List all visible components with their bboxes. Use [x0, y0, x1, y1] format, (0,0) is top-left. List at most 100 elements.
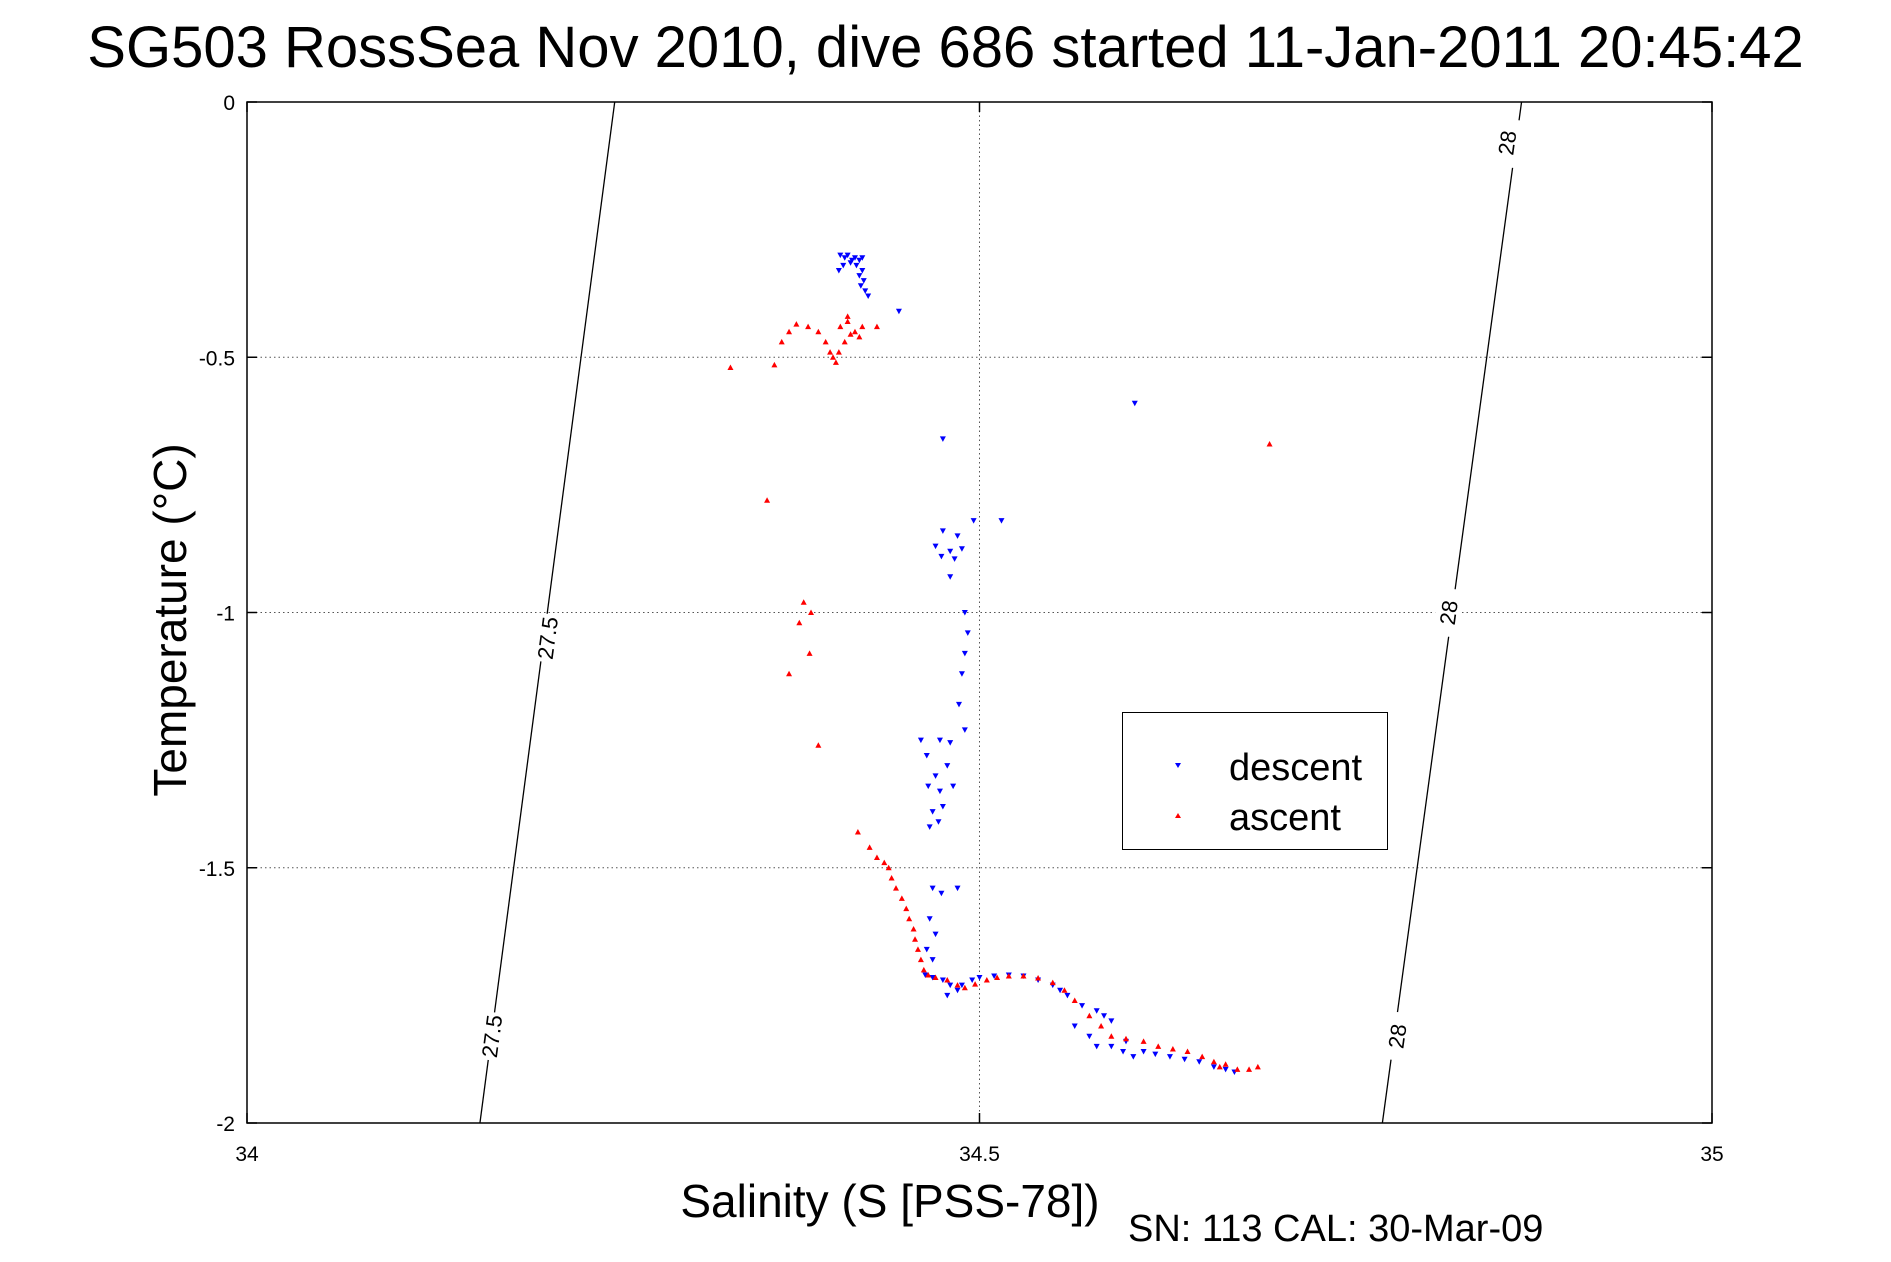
- descent-point: [1181, 1056, 1188, 1063]
- ascent-point: [1246, 1066, 1253, 1072]
- ascent-point: [1049, 979, 1056, 986]
- descent-point: [1064, 992, 1071, 999]
- descent-point: [1130, 1054, 1137, 1060]
- descent-point: [917, 737, 924, 744]
- ascent-point: [1222, 1061, 1229, 1067]
- ascent-point: [954, 982, 961, 988]
- descent-point: [991, 973, 998, 979]
- ascent-point: [808, 609, 815, 615]
- descent-point: [958, 671, 965, 677]
- ascent-point: [854, 829, 861, 835]
- contour-label: 28: [1493, 129, 1521, 157]
- y-tick-label: -2: [216, 1113, 235, 1136]
- descent-point: [938, 890, 945, 897]
- descent-point: [1079, 1003, 1086, 1009]
- descent-point: [1093, 1043, 1100, 1050]
- ascent-point: [844, 313, 851, 319]
- descent-point: [922, 972, 929, 978]
- ascent-point: [906, 915, 913, 922]
- contour-label-gap: [1380, 1010, 1414, 1062]
- descent-point: [954, 987, 961, 994]
- descent-point: [950, 783, 957, 790]
- descent-point: [932, 773, 939, 779]
- x-tick-label: 34: [235, 1143, 259, 1166]
- descent-point: [1120, 1049, 1127, 1055]
- ascent-point: [888, 874, 895, 881]
- ascent-point: [1020, 972, 1027, 979]
- descent-point: [1093, 1008, 1100, 1014]
- descent-point: [976, 975, 983, 981]
- data-series: [727, 252, 1273, 1075]
- descent-point: [947, 548, 954, 555]
- descent-point: [847, 260, 854, 266]
- descent-point: [970, 518, 977, 524]
- ascent-point: [866, 844, 873, 850]
- descent-point: [856, 273, 863, 279]
- descent-point: [1140, 1049, 1147, 1055]
- contour-label: 28: [1435, 599, 1463, 627]
- legend: descent ascent: [1122, 712, 1388, 850]
- descent-point: [958, 546, 965, 552]
- ascent-point: [1071, 997, 1078, 1003]
- density-contour-27.5: [479, 101, 616, 1124]
- ascent-marker-icon: [1175, 813, 1181, 818]
- ascent-point: [1184, 1048, 1191, 1055]
- ascent-point: [961, 984, 968, 991]
- ascent-point: [830, 354, 836, 360]
- descent-point: [1131, 400, 1138, 407]
- y-tick-label: -1.5: [199, 858, 235, 881]
- y-tick-label: 0: [223, 92, 235, 115]
- descent-point: [1196, 1059, 1203, 1065]
- ascent-point: [764, 497, 771, 503]
- ascent-point: [837, 323, 844, 330]
- descent-point: [860, 278, 867, 284]
- ascent-point: [903, 905, 910, 912]
- descent-point: [1210, 1064, 1217, 1070]
- ascent-point: [917, 956, 924, 963]
- descent-point: [895, 308, 902, 315]
- descent-marker-icon: [1175, 763, 1181, 768]
- legend-entry-descent: descent: [1123, 743, 1389, 793]
- series-ascent: [727, 313, 1273, 1072]
- descent-point: [857, 283, 864, 289]
- ascent-point: [914, 946, 921, 952]
- descent-point: [961, 650, 968, 657]
- ascent-point: [859, 323, 866, 330]
- ascent-point: [1266, 441, 1273, 447]
- ascent-point: [805, 323, 812, 330]
- descent-point: [926, 916, 933, 922]
- descent-point: [964, 630, 971, 636]
- descent-point: [947, 740, 954, 746]
- ascent-point: [920, 966, 927, 973]
- density-contours: 27.5 27.5 28 28 28: [475, 101, 1524, 1124]
- serial-calibration-note: SN: 113 CAL: 30-Mar-09: [1128, 1208, 1544, 1250]
- descent-point: [1152, 1051, 1159, 1058]
- descent-point: [835, 267, 842, 274]
- descent-point: [944, 992, 951, 999]
- descent-point: [929, 975, 936, 981]
- ascent-point: [885, 864, 892, 871]
- descent-point: [853, 262, 860, 269]
- descent-point: [929, 957, 936, 963]
- descent-point: [1222, 1066, 1229, 1073]
- descent-point: [932, 543, 939, 550]
- ascent-point: [727, 364, 734, 370]
- ascent-point: [873, 323, 880, 330]
- ascent-point: [832, 359, 839, 365]
- descent-point: [1071, 1023, 1078, 1030]
- descent-point: [1101, 1013, 1108, 1019]
- ascent-point: [932, 974, 939, 981]
- legend-label-ascent: ascent: [1229, 797, 1341, 839]
- ascent-point: [873, 854, 880, 861]
- y-tick-label: -1: [216, 603, 235, 626]
- ascent-point: [1035, 975, 1042, 981]
- grid-lines: [246, 101, 1713, 1124]
- axis-ticks: 34 34.5 35 0 -0.5 -1 -1.5 -2: [199, 92, 1724, 1166]
- descent-point: [851, 255, 858, 261]
- descent-point: [939, 803, 946, 810]
- descent-point: [841, 255, 848, 261]
- descent-point: [1108, 1043, 1115, 1050]
- ascent-point: [800, 599, 807, 605]
- ascent-point: [1086, 1012, 1093, 1019]
